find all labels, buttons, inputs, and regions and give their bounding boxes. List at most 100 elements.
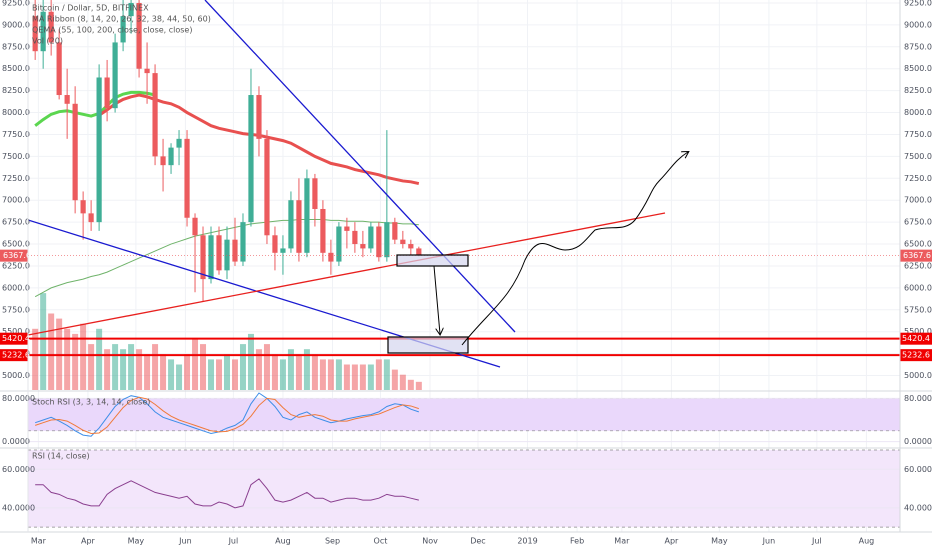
y-tick-label: 8000.0: [904, 108, 932, 117]
zone-box: [387, 336, 469, 354]
candle-body: [64, 95, 70, 104]
volume-bar: [144, 354, 151, 390]
candle-body: [304, 178, 310, 253]
volume-bar: [359, 364, 366, 390]
y-tick-label: 8250.0: [2, 86, 30, 95]
y-tick-label: 7250.0: [904, 174, 932, 183]
y-tick-label: 9000.0: [2, 20, 30, 29]
candle-body: [56, 42, 62, 96]
y-tick-label: 6500.0: [904, 240, 932, 249]
volume-bar: [335, 359, 342, 390]
candle-body: [120, 16, 126, 43]
candle-body: [152, 73, 158, 157]
volume-bar: [287, 349, 294, 390]
candle-body: [136, 2, 142, 69]
candle-body: [224, 239, 230, 271]
candle-body: [112, 42, 118, 109]
candle-body: [264, 138, 270, 236]
x-tick-label: Mar: [31, 537, 47, 546]
x-tick-label: Nov: [422, 537, 438, 546]
indicator-band: [28, 398, 900, 431]
y-tick-label: 8500.0: [904, 64, 932, 73]
volume-bar: [351, 364, 358, 390]
y-tick-label: 60.0000: [2, 465, 35, 474]
legend-entry: QEMA (55, 100, 200, close, close, close): [32, 26, 192, 35]
y-tick-label: 7250.0: [2, 174, 30, 183]
y-tick-label: 7750.0: [2, 130, 30, 139]
volume-bar: [120, 349, 127, 390]
volume-bar: [279, 359, 286, 390]
volume-bar: [160, 354, 167, 390]
volume-bar: [176, 364, 183, 390]
legend-entry: MA Ribbon (8, 14, 20, 26, 32, 38, 44, 50…: [32, 15, 211, 24]
volume-bar: [112, 344, 119, 390]
y-tick-label: 6000.0: [904, 283, 932, 292]
x-tick-label: May: [711, 537, 728, 546]
volume-bar: [216, 359, 223, 390]
candle-body: [128, 2, 134, 17]
price-label: 6367.6: [3, 251, 31, 260]
y-tick-label: 6250.0: [904, 261, 932, 270]
indicator-line: [35, 392, 419, 437]
candle-body: [184, 138, 190, 218]
pane-title: Stoch RSI (3, 3, 14, 14, close): [32, 398, 150, 407]
candle-body: [256, 95, 262, 139]
volume-bar: [231, 359, 238, 390]
volume-bar: [343, 364, 350, 390]
volume-bar: [104, 349, 111, 390]
indicator-line: [35, 478, 419, 509]
x-tick-label: Jul: [228, 537, 239, 546]
y-tick-label: 8750.0: [2, 42, 30, 51]
volume-bar: [383, 359, 390, 390]
y-tick-label: 9000.0: [904, 20, 932, 29]
volume-bar: [223, 354, 230, 390]
volume-bar: [415, 381, 422, 390]
price-label-box: [900, 249, 932, 262]
price-label-box: [900, 332, 932, 345]
candle-body: [336, 226, 342, 262]
volume-bar: [367, 364, 374, 390]
candle-body: [240, 222, 246, 262]
candle-body: [272, 235, 278, 253]
volume-bar: [295, 354, 302, 390]
price-label-box: [0, 249, 28, 262]
volume-bar: [375, 359, 382, 390]
volume-bar: [263, 344, 270, 390]
x-tick-label: Jun: [178, 537, 192, 546]
y-tick-label: 6250.0: [2, 261, 30, 270]
volume-bar: [152, 344, 159, 390]
candle-body: [408, 244, 414, 249]
y-tick-label: 5000.0: [904, 371, 932, 380]
x-tick-label: Feb: [570, 537, 584, 546]
y-tick-label: 6750.0: [2, 218, 30, 227]
candle-body: [96, 77, 102, 223]
main-pane: [28, 0, 900, 390]
volume-bar: [200, 344, 207, 390]
volume-bar: [255, 349, 262, 390]
volume-bar: [168, 359, 175, 390]
candle-body: [352, 230, 358, 245]
candle-body: [400, 239, 406, 245]
candle-body: [216, 235, 222, 271]
candle-body: [192, 217, 198, 236]
y-tick-label: 8000.0: [2, 108, 30, 117]
candle-body: [384, 222, 390, 258]
volume-bar: [136, 349, 143, 390]
y-tick-label: 8500.0: [2, 64, 30, 73]
y-tick-label: 8250.0: [904, 86, 932, 95]
volume-bar: [192, 339, 199, 390]
volume-bar: [32, 328, 39, 390]
y-tick-label: 6500.0: [2, 240, 30, 249]
candle-body: [320, 208, 326, 253]
zone-box: [396, 254, 469, 267]
candle-body: [80, 200, 86, 214]
volume-bar: [239, 344, 246, 390]
y-tick-label: 5500.0: [904, 327, 932, 336]
candle-body: [344, 226, 350, 231]
volume-bar: [64, 328, 71, 390]
y-tick-label: 40.0000: [2, 503, 35, 512]
candle-body: [368, 226, 374, 249]
volume-bar: [80, 323, 87, 390]
y-tick-label: 80.0000: [904, 394, 932, 403]
y-tick-label: 7500.0: [2, 152, 30, 161]
